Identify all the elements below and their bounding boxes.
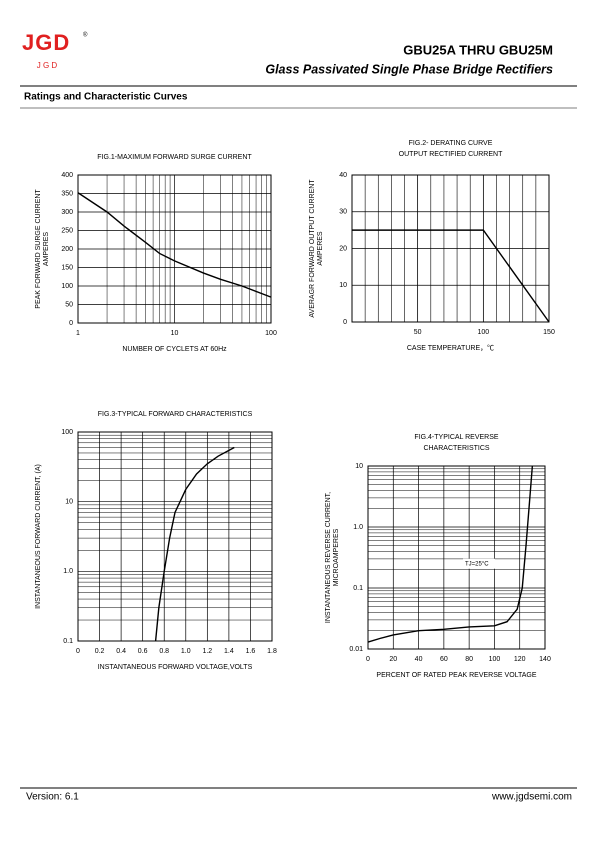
plot-frame — [77, 174, 272, 324]
y-tick-label: 30 — [339, 209, 347, 216]
x-tick-label: 1.6 — [246, 648, 256, 655]
y-axis-label: AVERAGR FORWARD OUTPUT CURRENT — [309, 179, 316, 318]
data-line — [154, 446, 235, 642]
x-tick-label: 0.8 — [159, 648, 169, 655]
y-axis-label: INSTANTANEOUS REVERSE CURRENT, — [325, 492, 332, 623]
doc-title: GBU25A THRU GBU25M — [403, 42, 553, 57]
x-axis-label: CASE TEMPERATURE，℃ — [407, 344, 494, 352]
chart-title: FIG.2- DERATING CURVE — [409, 140, 493, 147]
y-tick-label: 0 — [69, 320, 73, 327]
x-tick-label: 0.6 — [138, 648, 148, 655]
section-title: Ratings and Characteristic Curves — [24, 92, 188, 103]
y-axis-label: AMPERES — [43, 232, 50, 267]
x-tick-label: 100 — [489, 656, 501, 663]
annotation-bg — [463, 558, 495, 569]
logo: JGD — [22, 30, 70, 55]
y-tick-label: 20 — [339, 245, 347, 252]
plot-frame — [367, 465, 546, 650]
x-tick-label: 0.4 — [116, 648, 126, 655]
y-tick-label: 0.1 — [63, 638, 73, 645]
x-tick-label: 0 — [366, 656, 370, 663]
y-tick-label: 10 — [339, 282, 347, 289]
x-tick-label: 100 — [265, 330, 277, 337]
y-tick-label: 100 — [61, 283, 73, 290]
chart-title: OUTPUT RECTIFIED CURRENT — [399, 151, 503, 158]
url: www.jgdsemi.com — [491, 792, 572, 803]
doc-subtitle: Glass Passivated Single Phase Bridge Rec… — [265, 62, 553, 76]
chart-title: CHARACTERISTICS — [423, 445, 489, 452]
y-axis-label: MICROAMPERES — [333, 528, 340, 586]
y-tick-label: 350 — [61, 190, 73, 197]
y-tick-label: 0.1 — [353, 585, 363, 592]
x-tick-label: 1.0 — [181, 648, 191, 655]
data-line — [352, 229, 550, 323]
y-tick-label: 0 — [343, 319, 347, 326]
x-tick-label: 1.8 — [267, 648, 277, 655]
x-tick-label: 50 — [414, 329, 422, 336]
y-axis-label: PEAK FORWARD SURGE CURRENT — [35, 189, 42, 309]
plot-frame — [351, 174, 550, 323]
x-tick-label: 40 — [415, 656, 423, 663]
y-axis-label: INSTANTANEOUS FORWARD CURRENT, (A) — [35, 464, 42, 609]
logo-sub: J G D — [37, 61, 58, 70]
plot-frame — [77, 431, 273, 642]
x-tick-label: 1 — [76, 330, 80, 337]
y-tick-label: 1.0 — [63, 568, 73, 575]
y-tick-label: 40 — [339, 172, 347, 179]
chart-title: FIG.4-TYPICAL REVERSE — [414, 434, 498, 441]
x-tick-label: 140 — [539, 656, 551, 663]
y-tick-label: 100 — [61, 429, 73, 436]
y-tick-label: 150 — [61, 264, 73, 271]
y-tick-label: 400 — [61, 172, 73, 179]
version: Version: 6.1 — [26, 792, 79, 803]
x-axis-label: PERCENT OF RATED PEAK REVERSE VOLTAGE — [376, 672, 536, 679]
x-axis-label: NUMBER OF CYCLETS AT 60Hz — [122, 346, 227, 353]
annotation: TJ=25°C — [465, 561, 489, 567]
y-tick-label: 10 — [65, 499, 73, 506]
chart-title: FIG.3-TYPICAL FORWARD CHARACTERISTICS — [98, 411, 253, 418]
x-tick-label: 0.2 — [95, 648, 105, 655]
y-tick-label: 0.01 — [349, 646, 363, 653]
data-line — [367, 465, 534, 643]
x-axis-label: INSTANTANEOUS FORWARD VOLTAGE,VOLTS — [98, 664, 253, 671]
y-tick-label: 10 — [355, 463, 363, 470]
y-tick-label: 300 — [61, 209, 73, 216]
y-tick-label: 250 — [61, 227, 73, 234]
x-tick-label: 80 — [465, 656, 473, 663]
y-tick-label: 50 — [65, 301, 73, 308]
x-tick-label: 120 — [514, 656, 526, 663]
x-tick-label: 0 — [76, 648, 80, 655]
x-tick-label: 150 — [543, 329, 555, 336]
x-tick-label: 10 — [171, 330, 179, 337]
x-tick-label: 1.4 — [224, 648, 234, 655]
chart-title: FIG.1-MAXIMUM FORWARD SURGE CURRENT — [97, 154, 252, 161]
logo-mark: ® — [83, 32, 88, 39]
x-tick-label: 20 — [389, 656, 397, 663]
y-tick-label: 1.0 — [353, 524, 363, 531]
y-axis-label: AMPERES — [317, 231, 324, 266]
x-tick-label: 1.2 — [202, 648, 212, 655]
x-tick-label: 60 — [440, 656, 448, 663]
x-tick-label: 100 — [477, 329, 489, 336]
y-tick-label: 200 — [61, 246, 73, 253]
data-line — [77, 192, 272, 298]
